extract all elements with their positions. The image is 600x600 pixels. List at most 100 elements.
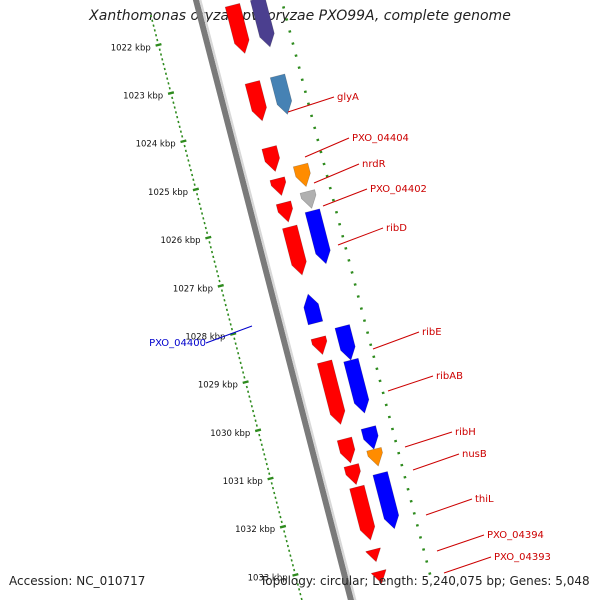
- scale-label: 1028 kbp: [185, 332, 225, 342]
- gene-feature: [261, 145, 280, 173]
- outer-tick: [347, 258, 351, 262]
- gene-feature: [303, 293, 324, 326]
- scale-tick: [155, 42, 162, 47]
- scale-label: 1022 kbp: [111, 43, 151, 53]
- gene-label: thiL: [475, 494, 494, 505]
- outer-tick: [369, 343, 373, 347]
- scale-label: 1025 kbp: [148, 188, 188, 198]
- gene-leader-line: [436, 534, 485, 552]
- gene-label: ribE: [422, 327, 442, 338]
- outer-tick: [366, 331, 370, 335]
- feature-track: [224, 0, 400, 584]
- outer-tick: [328, 186, 332, 190]
- gene-feature: [224, 2, 250, 54]
- outer-tick: [291, 42, 295, 45]
- scale-tick: [279, 524, 287, 529]
- scale-label: 1024 kbp: [136, 140, 176, 150]
- gene-label: PXO_04402: [370, 184, 427, 195]
- gene-feature: [282, 224, 307, 276]
- outer-tick: [322, 162, 326, 166]
- scale-tick-ring: [150, 14, 303, 600]
- outer-tick: [344, 246, 348, 250]
- gene-feature: [275, 200, 294, 223]
- gene-leader-line: [287, 96, 335, 113]
- gene-feature: [269, 73, 293, 115]
- gene-leader-line: [443, 556, 492, 574]
- scale-tick: [292, 572, 299, 577]
- outer-tick: [300, 78, 304, 82]
- gene-feature: [343, 463, 361, 486]
- backbone-line: [192, 0, 355, 600]
- gene-label: PXO_04400: [149, 338, 206, 349]
- gene-feature: [310, 335, 328, 356]
- gene-leader-line: [425, 498, 473, 516]
- scale-tick: [180, 139, 187, 144]
- scale-label: 1033 kbp: [248, 573, 288, 583]
- scale-tick: [242, 380, 249, 385]
- outer-tick: [338, 222, 342, 226]
- gene-feature: [336, 436, 356, 464]
- outer-tick: [387, 415, 391, 419]
- backbone-highlight: [199, 0, 357, 600]
- gene-label: glyA: [337, 92, 359, 103]
- outer-tick: [428, 572, 432, 575]
- outer-tick: [422, 548, 426, 551]
- gene-leader-line: [372, 331, 420, 350]
- gene-feature: [299, 189, 317, 209]
- outer-tick: [400, 463, 404, 467]
- gene-feature: [292, 162, 311, 188]
- outer-tick: [341, 234, 345, 238]
- gene-feature: [371, 569, 387, 584]
- gene-feature: [349, 484, 376, 541]
- outer-tick: [356, 295, 360, 298]
- gene-label: nusB: [462, 449, 487, 460]
- outer-tick: [362, 319, 367, 323]
- outer-tick: [412, 511, 416, 515]
- outer-tick: [394, 439, 398, 443]
- gene-feature: [316, 359, 346, 425]
- outer-tick: [406, 487, 410, 491]
- scale-tick: [254, 428, 262, 433]
- outer-tick: [418, 536, 423, 539]
- scale-tick: [267, 476, 274, 481]
- scale-labels: 1022 kbp 1023 kbp 1024 kbp 1025 kbp 1026 kbp…: [111, 43, 288, 583]
- outer-tick: [282, 6, 286, 9]
- gene-feature: [244, 80, 267, 122]
- gene-leader-line: [387, 375, 434, 392]
- outer-tick: [316, 138, 320, 142]
- gene-label: nrdR: [362, 159, 386, 170]
- outer-tick: [397, 451, 401, 455]
- outer-tick: [372, 355, 376, 359]
- gene-label: ribAB: [436, 371, 463, 382]
- outer-tick: [306, 102, 311, 106]
- scale-label: 1026 kbp: [160, 236, 200, 246]
- gene-feature: [334, 324, 356, 361]
- outer-tick: [415, 523, 419, 527]
- accession-text: Accession: NC_010717: [9, 574, 146, 588]
- gene-leader-line: [205, 325, 253, 344]
- gene-labels: glyA PXO_04404 nrdR PXO_04402 ribD ribE ribAB r…: [149, 92, 551, 574]
- scale-label: 1027 kbp: [173, 284, 213, 294]
- outer-tick: [288, 30, 292, 33]
- gene-feature: [365, 547, 381, 563]
- gene-leader-line: [337, 227, 384, 246]
- gene-feature: [372, 471, 400, 530]
- gene-leader-line: [412, 453, 460, 471]
- outer-tick: [353, 283, 357, 286]
- outer-tick: [313, 126, 317, 130]
- genome-summary-text: Topology: circular; Length: 5,240,075 bp…: [260, 574, 590, 588]
- outer-tick: [285, 18, 289, 21]
- outer-tick: [303, 90, 307, 94]
- outer-tick: [325, 174, 329, 178]
- scale-label: 1029 kbp: [198, 381, 238, 391]
- gene-leader-line: [322, 188, 368, 207]
- scale-tick: [229, 332, 237, 336]
- scale-label: 1030 kbp: [210, 429, 250, 439]
- gene-label: PXO_04394: [487, 530, 544, 541]
- gene-leader-line: [404, 431, 453, 448]
- map-title: Xanthomonas oryzae pv. oryzae PXO99A, co…: [89, 8, 511, 24]
- scale-tick: [217, 283, 224, 288]
- outer-tick: [381, 391, 385, 395]
